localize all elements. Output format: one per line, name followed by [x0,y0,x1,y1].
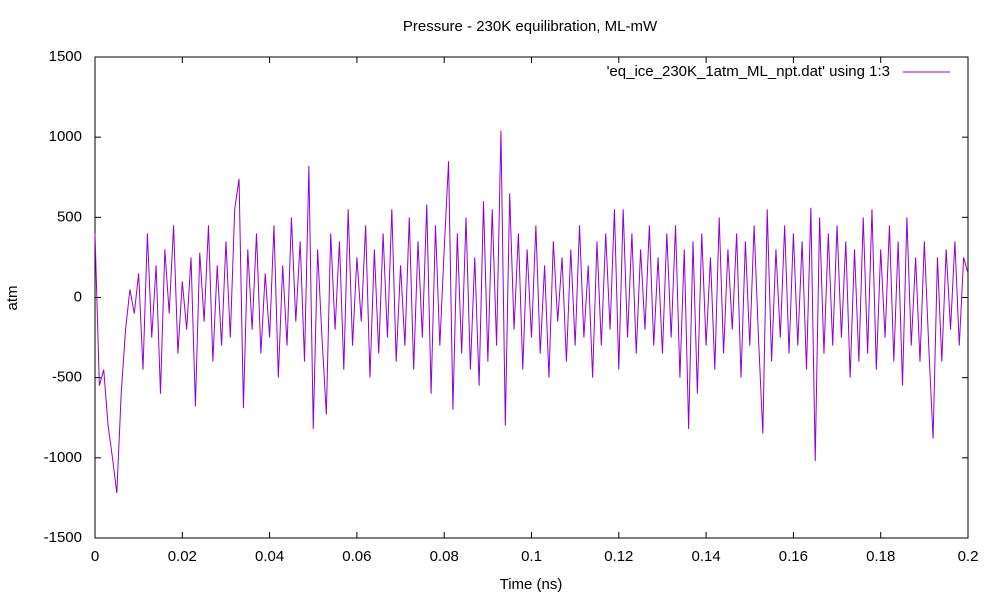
x-tick-label: 0.14 [691,548,720,565]
chart-title: Pressure - 230K equilibration, ML-mW [403,18,658,35]
y-tick-label: 1000 [49,128,82,145]
x-tick-label: 0.12 [604,548,633,565]
x-tick-label: 0.1 [521,548,542,565]
x-tick-label: 0.06 [342,548,371,565]
x-tick-label: 0.04 [255,548,284,565]
data-line [94,130,969,494]
x-tick-label: 0.16 [779,548,808,565]
y-tick-label: -500 [52,369,82,386]
x-tick-label: 0 [91,548,99,565]
plot-border [94,56,969,539]
y-tick-label: 1500 [49,48,82,65]
x-tick-label: 0.02 [168,548,197,565]
legend-label: 'eq_ice_230K_1atm_ML_npt.dat' using 1:3 [607,63,890,80]
x-tick-label: 0.2 [958,548,979,565]
y-tick-label: -1000 [44,449,82,466]
x-axis-label: Time (ns) [500,576,563,593]
y-tick-label: -1500 [44,529,82,546]
x-tick-label: 0.18 [866,548,895,565]
y-axis-label: atm [4,285,21,310]
x-tick-label: 0.08 [430,548,459,565]
y-tick-label: 0 [74,288,82,305]
y-tick-label: 500 [57,208,82,225]
